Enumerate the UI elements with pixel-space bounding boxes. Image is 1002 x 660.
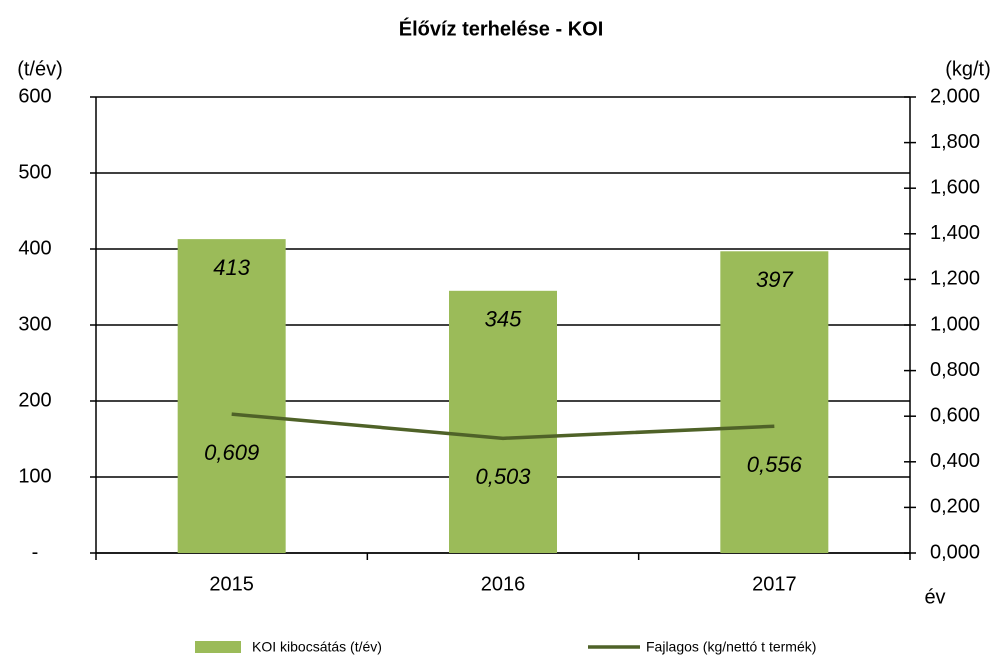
y-tick-label: - xyxy=(32,541,39,563)
x-tick-label: 2017 xyxy=(752,573,797,595)
line xyxy=(231,412,775,441)
x-tick-label: 2015 xyxy=(209,573,254,595)
y2-tick-label: 0,600 xyxy=(930,404,980,426)
bar xyxy=(720,251,829,553)
y-tick-label: 400 xyxy=(18,237,51,259)
y2-axis-label: (kg/t) xyxy=(945,58,991,80)
legend-swatch xyxy=(195,641,241,653)
bar-value-label: 345 xyxy=(485,307,522,332)
y2-tick-label: 2,000 xyxy=(930,85,980,107)
y2-tick-label: 1,200 xyxy=(930,268,980,290)
chart-title: Élővíz terhelése - KOI xyxy=(399,17,604,40)
y2-tick-label: 1,800 xyxy=(930,131,980,153)
y2-tick-label: 1,400 xyxy=(930,222,980,244)
y-tick-label: 100 xyxy=(18,465,51,487)
legend-label: KOI kibocsátás (t/év) xyxy=(252,639,382,655)
y2-tick-label: 1,000 xyxy=(930,313,980,335)
y2-tick-label: 0,200 xyxy=(930,496,980,518)
bar-value-label: 413 xyxy=(213,255,250,280)
y-tick-label: 600 xyxy=(18,85,51,107)
x-tick-label: 2016 xyxy=(481,573,526,595)
x-axis-label: év xyxy=(924,586,945,608)
y2-tick-label: 0,800 xyxy=(930,359,980,381)
bar xyxy=(449,290,557,553)
y2-tick-label: 1,600 xyxy=(930,176,980,198)
y2-tick-label: 0,000 xyxy=(930,541,980,563)
line-value-label: 0,503 xyxy=(475,464,531,489)
y-tick-label: 500 xyxy=(18,161,51,183)
line-value-label: 0,556 xyxy=(747,452,803,477)
legend-label: Fajlagos (kg/nettó t termék) xyxy=(646,639,816,655)
bar-value-label: 397 xyxy=(756,267,793,292)
bar xyxy=(177,239,286,553)
y-axis-label: (t/év) xyxy=(17,58,63,80)
y-tick-label: 300 xyxy=(18,313,51,335)
y2-tick-label: 0,400 xyxy=(930,450,980,472)
line-value-label: 0,609 xyxy=(204,440,259,465)
y-tick-label: 200 xyxy=(18,389,51,411)
